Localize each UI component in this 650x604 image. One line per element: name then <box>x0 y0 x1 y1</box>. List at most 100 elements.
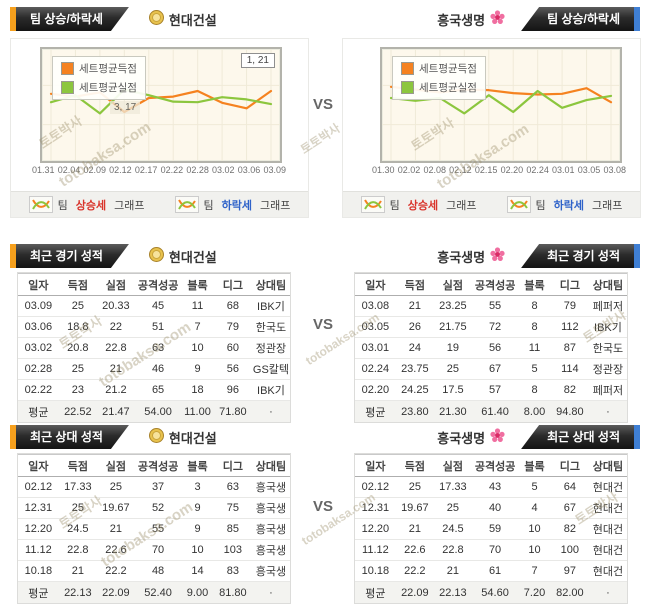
cell: 10.18 <box>18 560 59 582</box>
x-tick-label: 03.05 <box>577 165 601 175</box>
legend-swatch <box>61 62 74 75</box>
cell: 60 <box>213 337 252 359</box>
cell: 25 <box>433 358 472 380</box>
cell: 03.02 <box>18 337 59 359</box>
chart-legend: 세트평균득점 세트평균실점 <box>52 56 146 100</box>
cell: 10 <box>518 539 551 561</box>
average-row: 평균 22.13 22.09 52.40 9.00 81.80 · <box>18 581 290 603</box>
cell: 03.08 <box>355 295 396 317</box>
cell: 흥국생 <box>251 518 290 540</box>
x-tick-label: 02.22 <box>160 165 184 175</box>
cell: 25 <box>58 358 97 380</box>
cell: 55 <box>134 518 182 540</box>
cell: 87 <box>550 337 589 359</box>
cell: 24.5 <box>433 518 472 540</box>
x-tick-label: 02.08 <box>423 165 446 175</box>
cell: 61.40 <box>471 400 519 422</box>
trend-label-suffix: 그래프 <box>446 199 477 212</box>
table-row: 03.08 21 23.25 55 8 79 페퍼저 <box>355 295 627 317</box>
cell: 22.8 <box>58 539 97 561</box>
column-header: 상대팀 <box>251 273 290 296</box>
column-header: 일자 <box>355 454 396 477</box>
team-left-header: 현대건설 <box>148 247 217 266</box>
cell: 43 <box>471 476 519 498</box>
team-left-name: 현대건설 <box>168 430 217 446</box>
column-header: 블록 <box>181 454 214 477</box>
cell: · <box>588 581 627 603</box>
cell: 4 <box>518 497 551 519</box>
table-row: 02.12 25 17.33 43 5 64 현대건 <box>355 476 627 498</box>
trend-down-legend: 팀 하락세 그래프 <box>174 196 290 213</box>
x-tick-label: 02.04 <box>57 165 81 175</box>
cell: 82 <box>550 518 589 540</box>
cell: 정관장 <box>251 337 290 359</box>
recent-game-table-left: 일자 득점 실점 공격성공 블록 디그 상대팀 03.09 25 20.33 45 11 68 IBK기 0… <box>17 272 291 423</box>
chart-card-right: 세트평균득점 세트평균실점 01.30 02.02 02.08 02.12 02.15 02… <box>342 38 641 218</box>
x-axis-labels: 01.31 02.04 02.09 02.12 02.17 02.22 02.28 03.02… <box>32 165 286 175</box>
cell: 현대건 <box>588 476 627 498</box>
cell: 24.25 <box>395 379 434 401</box>
cell: 85 <box>213 518 252 540</box>
trend-label-suffix: 그래프 <box>592 199 623 212</box>
cell: 100 <box>550 539 589 561</box>
cell: 57 <box>471 379 519 401</box>
cell: 14 <box>181 560 214 582</box>
cell: 20.8 <box>58 337 97 359</box>
cell: 10.18 <box>355 560 396 582</box>
table-row: 03.02 20.8 22.8 63 10 60 정관장 <box>18 337 290 359</box>
trend-chart-right: 세트평균득점 세트평균실점 <box>380 47 622 163</box>
column-header: 공격성공 <box>471 454 519 477</box>
orange-accent-bar <box>10 7 16 31</box>
cell: 11.00 <box>181 400 214 422</box>
cell: 9 <box>181 518 214 540</box>
cell: 23.25 <box>433 295 472 317</box>
cell: IBK기 <box>251 295 290 317</box>
cell: 25 <box>96 476 135 498</box>
x-tick-label: 03.01 <box>552 165 575 175</box>
cell: 11.12 <box>355 539 396 561</box>
x-tick-label: 01.31 <box>32 165 55 175</box>
table-row: 10.18 21 22.2 48 14 83 흥국생 <box>18 560 290 582</box>
cell: 79 <box>550 295 589 317</box>
trend-lines-icon <box>360 196 385 213</box>
cell: 52.40 <box>134 581 182 603</box>
cell: 59 <box>471 518 519 540</box>
table-row: 12.31 25 19.67 52 9 75 흥국생 <box>18 497 290 519</box>
team-left-name: 현대건설 <box>168 12 217 28</box>
x-tick-label: 02.28 <box>186 165 209 175</box>
cell: 21 <box>96 518 135 540</box>
cell: 21 <box>433 560 472 582</box>
x-tick-label: 03.06 <box>237 165 261 175</box>
cell: GS칼텍 <box>251 358 290 380</box>
cell: IBK기 <box>251 379 290 401</box>
x-tick-label: 02.09 <box>83 165 106 175</box>
cell: 21 <box>395 518 434 540</box>
section-header-trend-right: 흥국생명 팀 상승/하락세 <box>340 6 640 32</box>
cell: 72 <box>471 316 519 338</box>
table-row: 02.12 17.33 25 37 3 63 흥국생 <box>18 476 290 498</box>
column-header: 실점 <box>96 273 135 296</box>
table-row: 02.28 25 21 46 9 56 GS칼텍 <box>18 358 290 380</box>
cell: 평균 <box>355 581 396 603</box>
cell: 23.75 <box>395 358 434 380</box>
section-header-recent-opp-left: 최근 상대 성적 현대건설 <box>10 424 310 450</box>
cell: 19.67 <box>96 497 135 519</box>
cell: 21.75 <box>433 316 472 338</box>
trend-legend-strip: 팀 상승세 그래프 팀 하락세 그래프 <box>343 191 640 217</box>
header-row: 일자 득점 실점 공격성공 블록 디그 상대팀 <box>355 454 627 477</box>
cell: 10 <box>518 518 551 540</box>
recent-game-table-right: 일자 득점 실점 공격성공 블록 디그 상대팀 03.08 21 23.25 55 8 79 페퍼저 03.… <box>354 272 628 423</box>
cell: 17.33 <box>433 476 472 498</box>
team-left-header: 현대건설 <box>148 10 217 29</box>
cell: 56 <box>471 337 519 359</box>
trend-lines-icon <box>174 196 199 213</box>
cell: 22.52 <box>58 400 97 422</box>
cell: 9 <box>181 497 214 519</box>
cell: 5 <box>518 476 551 498</box>
cell: 22.6 <box>395 539 434 561</box>
column-header: 디그 <box>550 273 589 296</box>
cell: 7 <box>518 560 551 582</box>
team-left-name: 현대건설 <box>168 249 217 265</box>
section-header-recent-game-right: 흥국생명 최근 경기 성적 <box>340 243 640 269</box>
